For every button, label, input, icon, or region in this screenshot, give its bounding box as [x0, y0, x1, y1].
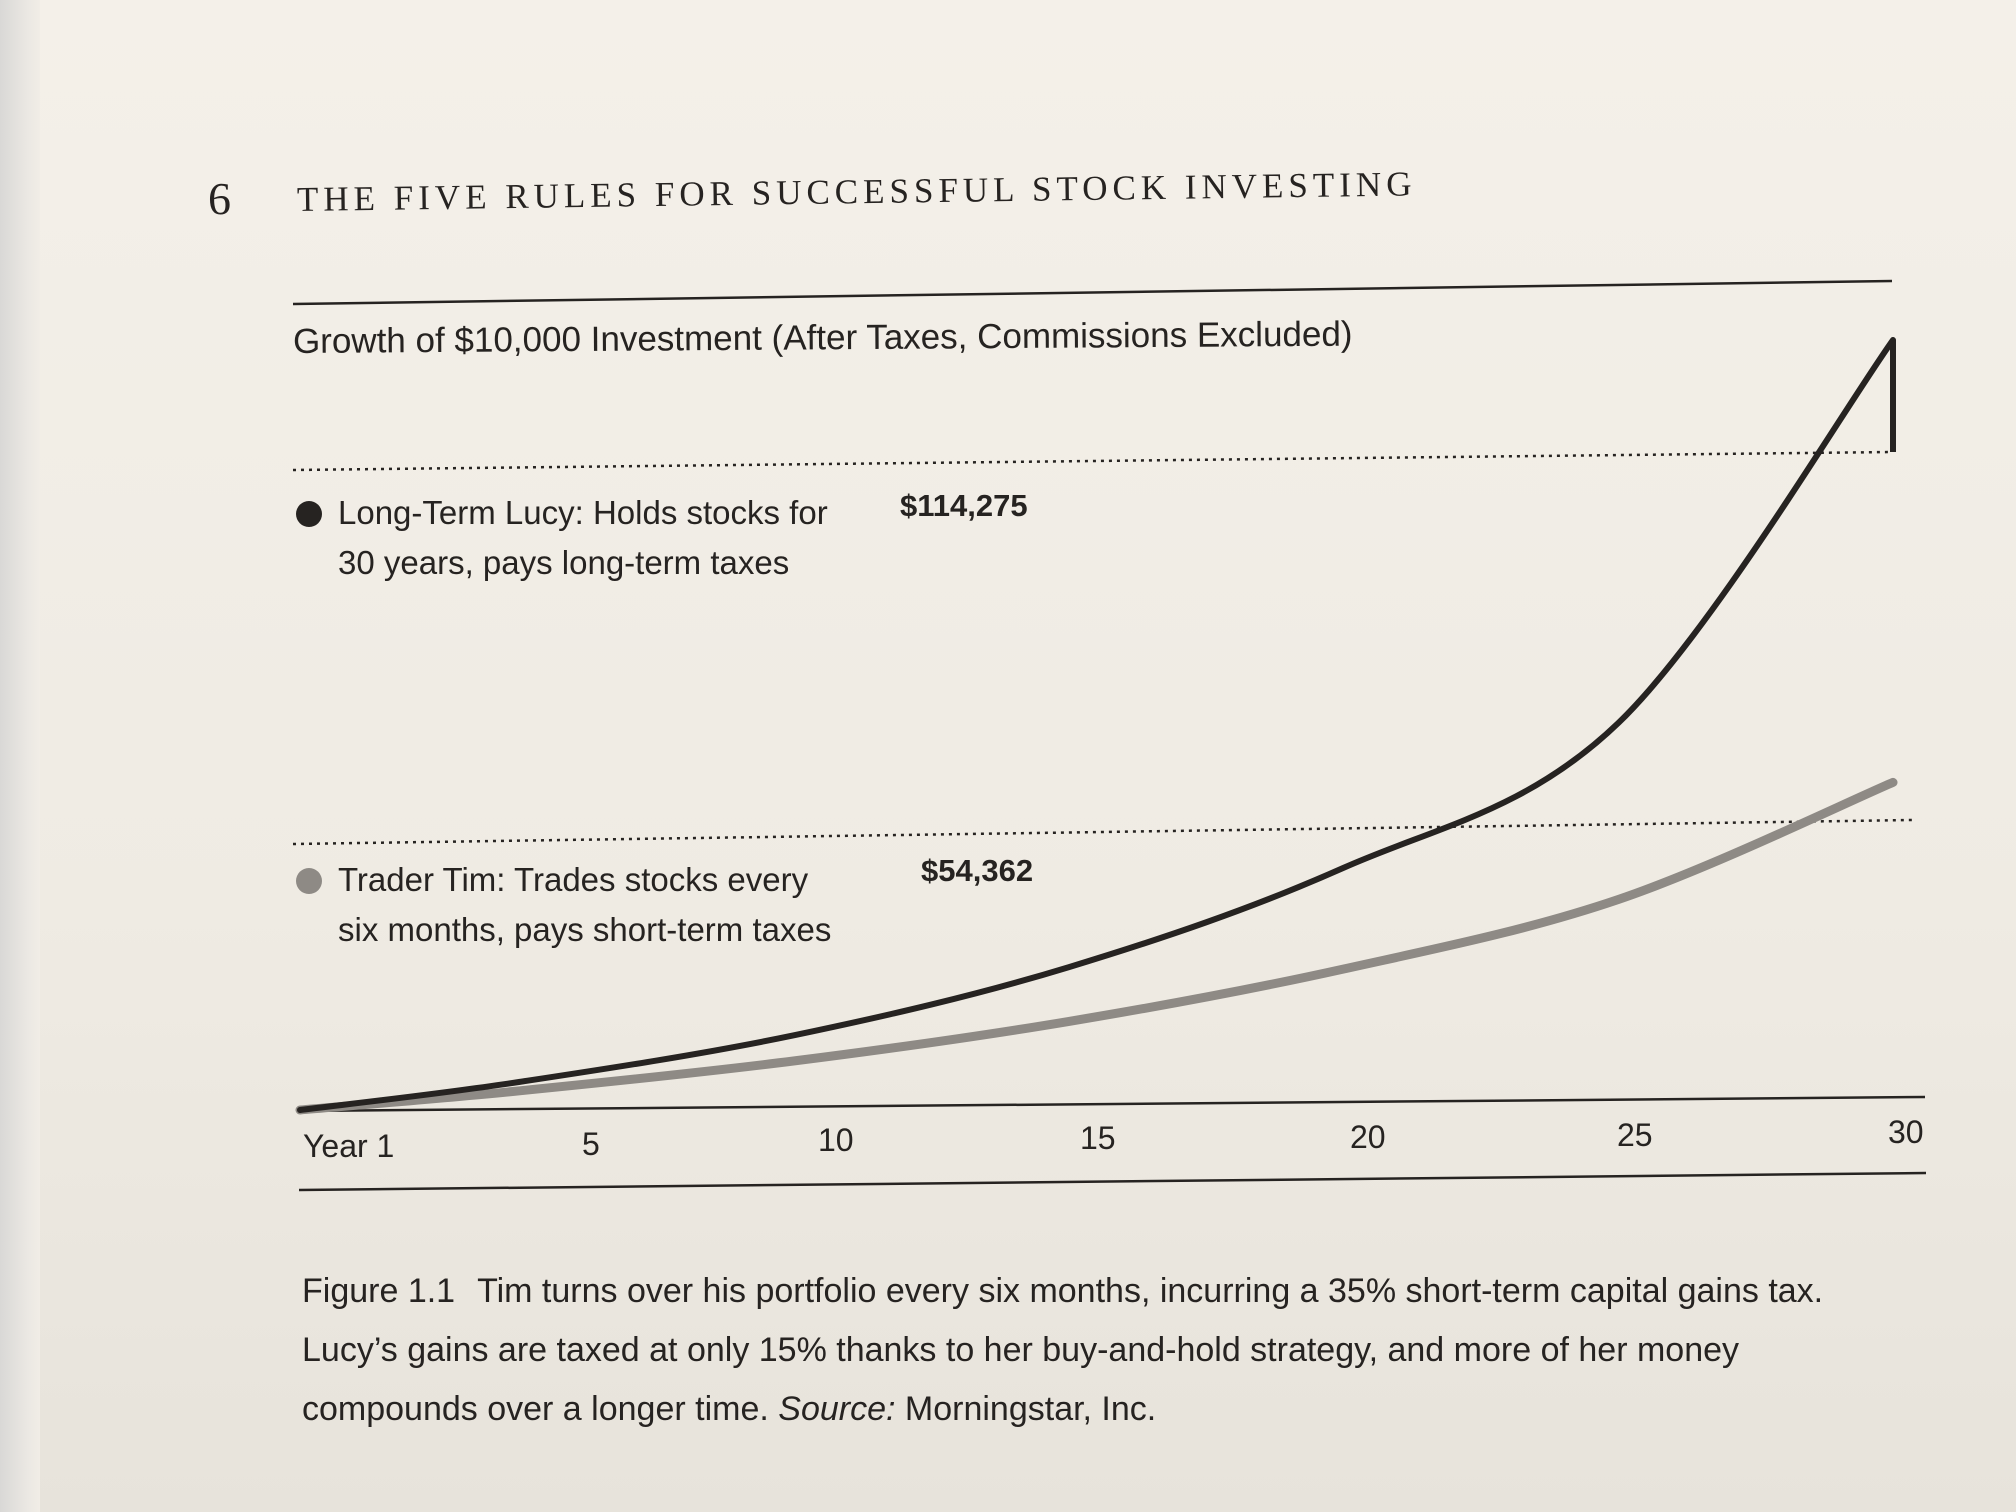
series-line-trader-tim [295, 777, 1898, 1115]
figure-caption: Figure 1.1 Tim turns over his portfolio e… [302, 1262, 1912, 1439]
caption-line-3: compounds over a longer time. Source: Mo… [302, 1380, 1912, 1439]
legend-item-long-term-lucy: Long-Term Lucy: Holds stocks for 30 year… [296, 488, 828, 588]
x-axis-line [296, 1095, 1926, 1113]
chart-title: Growth of $10,000 Investment (After Taxe… [292, 314, 1353, 361]
caption-line-2: Lucy’s gains are taxed at only 15% thank… [302, 1331, 1740, 1369]
legend-description-lucy-line1: Long-Term Lucy: Holds stocks for [338, 494, 828, 531]
legend-marker-long-term-lucy [296, 501, 322, 527]
legend-text-trader-tim: Trader Tim: Trades stocks every six mont… [338, 855, 831, 955]
tim-final-value-guide [292, 818, 1913, 846]
legend-description-tim-line1: Trader Tim: Trades stocks every [338, 861, 809, 898]
page-edge [0, 0, 40, 1512]
caption-source-value: Morningstar, Inc. [904, 1390, 1157, 1428]
chart-bottom-rule [298, 1171, 1927, 1192]
legend-description-lucy-line2: 30 years, pays long-term taxes [338, 544, 790, 581]
caption-text-line1: Tim turns over his portfolio every six m… [477, 1272, 1824, 1310]
x-tick-label: 15 [1080, 1120, 1116, 1156]
x-tick-label: 25 [1617, 1117, 1653, 1153]
legend-marker-trader-tim [296, 868, 322, 894]
legend-description-tim-line2: six months, pays short-term taxes [338, 911, 832, 948]
legend-text-long-term-lucy: Long-Term Lucy: Holds stocks for 30 year… [338, 488, 828, 588]
final-value-label-long-term-lucy: $114,275 [900, 488, 1028, 523]
lucy-final-value-guide [292, 450, 1893, 472]
series-line-long-term-lucy [297, 337, 1896, 1113]
caption-text-line3: compounds over a longer time. [302, 1390, 769, 1428]
chart-top-rule [292, 279, 1893, 306]
book-page [40, 0, 2016, 1512]
x-tick-label: Year 1 [303, 1128, 395, 1164]
final-value-label-trader-tim: $54,362 [921, 853, 1034, 888]
x-tick-label: 5 [582, 1126, 600, 1162]
caption-figure-label: Figure 1.1 [302, 1272, 456, 1310]
legend-item-trader-tim: Trader Tim: Trades stocks every six mont… [296, 855, 831, 955]
caption-source-label: Source: [778, 1390, 896, 1428]
x-tick-label: 10 [818, 1122, 854, 1158]
caption-line-1: Figure 1.1 Tim turns over his portfolio e… [302, 1262, 1912, 1321]
page-number: 6 [208, 173, 231, 224]
x-tick-label: 20 [1350, 1119, 1386, 1155]
x-tick-label: 30 [1888, 1114, 1924, 1150]
